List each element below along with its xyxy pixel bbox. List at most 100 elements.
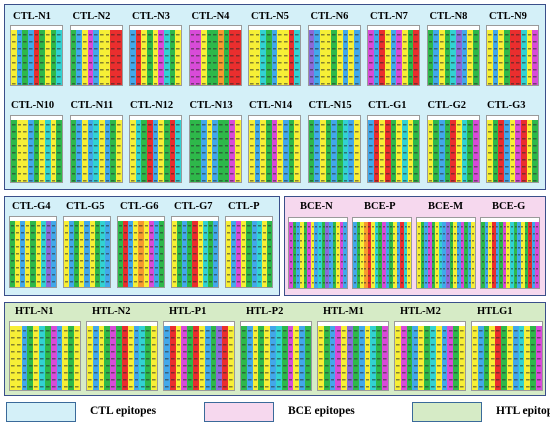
residue-column [148,221,154,287]
alignment-block [486,115,539,183]
residue-column [74,326,80,390]
epitope-label: BCE-N [300,201,333,212]
residue-column [236,221,242,287]
residue-columns [417,222,475,288]
residue-column [200,120,207,182]
residue-column [195,30,201,85]
residue-glyphs [438,222,443,288]
residue-column [254,120,261,182]
residue-glyphs [15,221,21,287]
residue-column [396,222,401,288]
residue-column [352,326,359,390]
residue-glyphs [197,221,203,287]
residue-glyphs [27,326,34,390]
epitope-label: CTL-N6 [310,11,349,22]
residue-glyphs [212,120,218,182]
residue-glyphs [382,326,388,390]
residue-glyphs [33,326,40,390]
residue-glyphs [45,221,51,287]
alignment-block [471,321,543,391]
residue-column [379,30,386,85]
residue-glyphs [271,120,278,182]
residue-column [182,221,188,287]
residue-column [115,30,122,85]
epitope-label: CTL-N12 [130,100,174,111]
residue-glyphs [187,221,193,287]
residue-column [110,326,117,390]
residue-glyphs [506,326,513,390]
residue-column [389,222,393,288]
residue-glyphs [492,30,499,85]
residue-column [532,30,538,85]
residue-glyphs [510,222,514,288]
residue-column [342,30,349,85]
residue-column [164,120,170,182]
residue-glyphs [152,120,159,182]
residue-glyphs [492,120,499,182]
residue-column [56,326,63,390]
residue-column [169,30,176,85]
residue-glyphs [319,30,326,85]
residue-glyphs [325,30,332,85]
residue-column [402,30,408,85]
residue-glyphs [98,30,105,85]
residue-column [444,30,451,85]
residue-column [128,221,134,287]
residue-glyphs [460,222,465,288]
residue-glyphs [50,120,57,182]
residue-column [50,221,56,287]
residue-glyphs [266,221,272,287]
residue-column [261,221,267,287]
residue-column [135,120,142,182]
residue-column [420,222,425,288]
residue-glyphs [249,30,255,85]
residue-glyphs [181,326,188,390]
residue-column [336,222,340,288]
residue-glyphs [495,326,502,390]
residue-glyphs [193,326,199,390]
residue-glyphs [70,120,77,182]
residue-columns [318,326,388,390]
residue-glyphs [461,30,468,85]
residue-column [407,30,414,85]
residue-glyphs [449,222,454,288]
residue-column [231,221,237,287]
residue-glyphs [379,120,386,182]
residue-glyphs [331,120,337,182]
legend-swatch-bce [204,402,274,422]
alignment-block [171,216,219,288]
residue-column [364,326,371,390]
residue-column [11,30,17,85]
residue-glyphs [389,222,393,288]
residue-columns [487,120,538,182]
residue-column [229,30,235,85]
residue-glyphs [206,30,213,85]
residue-column [138,221,144,287]
residue-column [175,326,182,390]
alignment-block [426,115,480,183]
residue-column [79,221,85,287]
residue-column [471,222,475,288]
residue-glyphs [420,222,425,288]
residue-glyphs [464,222,468,288]
residue-glyphs [353,30,360,85]
alignment-block [69,115,123,183]
legend-label-bce: BCE epitopes [288,405,355,417]
residue-glyphs [385,120,391,182]
residue-glyphs [212,30,218,85]
residue-column [177,221,183,287]
residue-column [363,222,368,288]
residue-columns [353,222,411,288]
residue-glyphs [98,326,105,390]
residue-glyphs [234,30,241,85]
residue-column [498,30,505,85]
epitope-label: CTL-N15 [308,100,352,111]
residue-glyphs [444,30,451,85]
residue-glyphs [364,326,371,390]
residue-column [341,326,348,390]
alignment-block [248,25,301,86]
residue-glyphs [62,326,69,390]
residue-glyphs [277,30,284,85]
residue-column [506,222,510,288]
residue-glyphs [275,326,282,390]
